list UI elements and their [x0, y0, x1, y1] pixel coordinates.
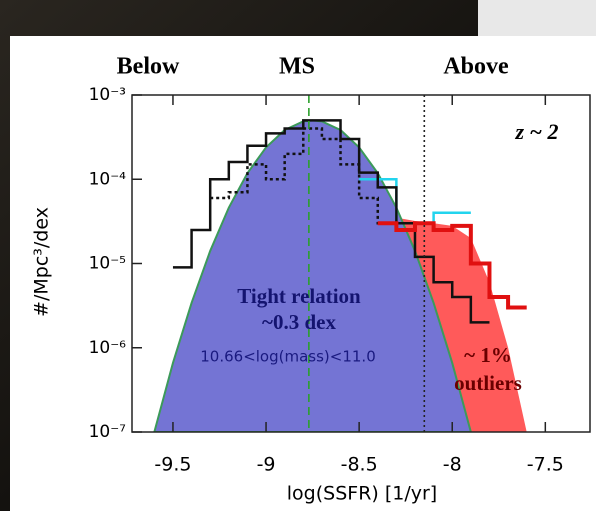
- y-tick-label: 10⁻⁶: [89, 338, 127, 358]
- annotation: outliers: [454, 371, 522, 395]
- y-tick-label: 10⁻³: [89, 85, 126, 105]
- x-tick-label: -9: [257, 454, 276, 476]
- header: Below: [117, 54, 180, 80]
- histogram: [377, 221, 527, 310]
- panel-tab: [478, 0, 596, 36]
- y-axis-label: #/Mpc³/dex: [31, 207, 53, 317]
- plot-area: [153, 95, 527, 432]
- x-tick-label: -8: [443, 454, 462, 476]
- y-tick-label: 10⁻⁷: [89, 422, 127, 442]
- y-tick-label: 10⁻⁴: [89, 169, 127, 189]
- annotation: ~0.3 dex: [262, 310, 336, 334]
- histogram: [172, 119, 490, 324]
- x-tick-label: -7.5: [527, 454, 564, 476]
- x-tick-label: -8.5: [341, 454, 378, 476]
- redshift-label: z ~ 2: [514, 119, 558, 144]
- x-axis-label: log(SSFR) [1/yr]: [287, 483, 437, 505]
- y-tick-label: 10⁻⁵: [89, 254, 126, 274]
- annotation: Tight relation: [237, 284, 361, 308]
- header: Above: [443, 54, 509, 80]
- mass-range: 10.66<log(mass)<11.0: [200, 348, 375, 366]
- header: MS: [279, 54, 315, 80]
- annotation: ~ 1%: [464, 343, 512, 367]
- x-tick-label: -9.5: [154, 454, 191, 476]
